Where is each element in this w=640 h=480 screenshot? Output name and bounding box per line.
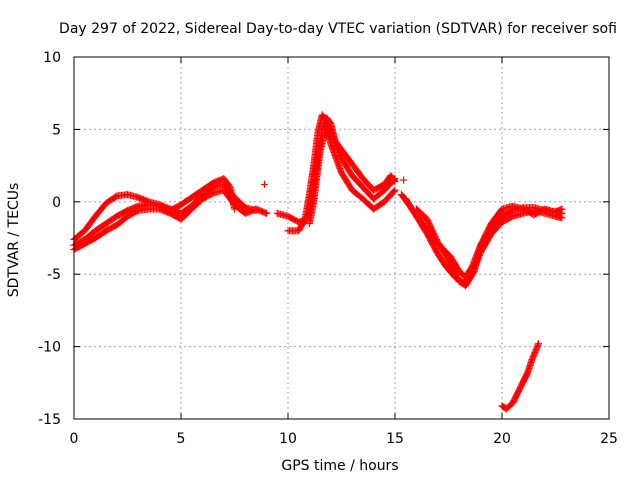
x-tick-labels: 0 5 10 15 20 25 — [70, 431, 618, 447]
series-isolated — [260, 176, 408, 188]
data-series — [70, 111, 566, 413]
x-tick-label: 20 — [493, 431, 511, 447]
y-tick-label: 10 — [43, 50, 61, 66]
data-point — [260, 180, 268, 188]
data-point — [558, 205, 566, 213]
chart-title: Day 297 of 2022, Sidereal Day-to-day VTE… — [59, 21, 617, 37]
plot-frame — [73, 56, 610, 420]
series-track-d — [273, 114, 399, 226]
y-tick-label: -5 — [47, 267, 61, 283]
x-axis-label: GPS time / hours — [281, 458, 398, 474]
x-tick-label: 10 — [279, 431, 297, 447]
data-point — [558, 214, 566, 222]
data-point — [390, 176, 398, 184]
series-track-i — [412, 202, 566, 290]
data-point — [390, 187, 398, 195]
y-tick-labels: -15 -10 -5 0 5 10 — [38, 50, 61, 428]
axis-ticks — [73, 56, 610, 420]
data-point — [391, 186, 399, 194]
y-axis-label: SDTVAR / TECUs — [6, 183, 22, 298]
grid — [74, 57, 609, 419]
y-tick-label: 0 — [52, 195, 61, 211]
y-tick-label: -15 — [38, 412, 61, 428]
y-tick-label: -10 — [38, 340, 61, 356]
data-point — [400, 176, 408, 184]
data-point — [534, 340, 542, 348]
series-track-f — [305, 123, 399, 228]
series-track-j — [498, 340, 542, 413]
series-track-g — [397, 191, 566, 281]
x-tick-label: 0 — [70, 431, 79, 447]
x-tick-label: 5 — [177, 431, 186, 447]
x-tick-label: 15 — [386, 431, 404, 447]
data-point — [391, 175, 399, 183]
y-tick-label: 5 — [52, 122, 61, 138]
series-track-c — [70, 186, 271, 254]
x-tick-label: 25 — [600, 431, 618, 447]
data-point — [263, 209, 271, 217]
